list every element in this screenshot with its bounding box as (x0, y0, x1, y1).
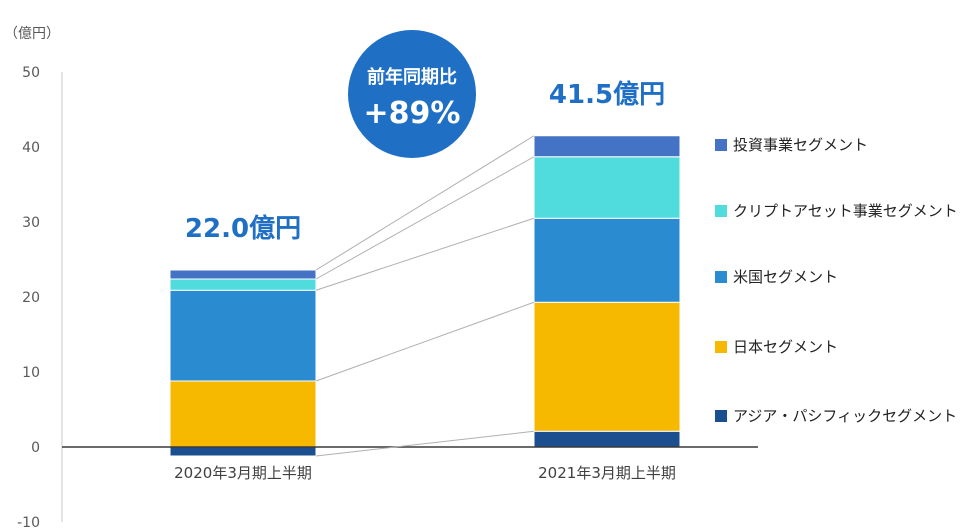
connector-line-2 (315, 301, 535, 382)
legend-label-5: アジア・パシフィックセグメント (733, 407, 957, 425)
yoy-badge-value: +89% (364, 96, 461, 131)
legend-swatch-5 (715, 410, 727, 422)
bar-segment-2-5 (533, 135, 681, 158)
connector-line-4 (315, 156, 535, 280)
bar-segment-1-2 (169, 380, 317, 448)
bar-total-label: 22.0億円 (185, 214, 301, 244)
y-tick-label: 20 (22, 290, 40, 306)
x-category-label: 2020年3月期上半期 (174, 464, 312, 482)
legend-label-3: 米国セグメント (733, 268, 838, 286)
legend-label-1: 投資事業セグメント (733, 136, 868, 154)
legend-swatch-2 (715, 205, 727, 217)
y-tick-label: 30 (22, 215, 40, 231)
connector-line-3 (315, 217, 535, 291)
y-tick-label: -10 (17, 515, 40, 531)
y-tick-label: 40 (22, 140, 40, 156)
bar-segment-2-4 (533, 156, 681, 219)
yoy-badge-circle (348, 30, 476, 158)
legend-swatch-3 (715, 271, 727, 283)
y-tick-label: 50 (22, 65, 40, 81)
y-axis-unit-label: （億円） (4, 26, 60, 42)
legend-label-2: クリプトアセット事業セグメント (733, 202, 958, 220)
legend-swatch-4 (715, 341, 727, 353)
x-category-label: 2021年3月期上半期 (538, 464, 676, 482)
yoy-badge-title: 前年同期比 (367, 66, 457, 88)
y-tick-label: 0 (31, 440, 40, 456)
connector-line-5 (315, 135, 535, 271)
y-tick-label: 10 (22, 365, 40, 381)
legend-label-4: 日本セグメント (733, 338, 838, 356)
bar-segment-2-3 (533, 217, 681, 303)
bar-segment-1-4 (169, 278, 317, 291)
legend-swatch-1 (715, 139, 727, 151)
connector-line-1 (315, 430, 535, 457)
bar-segment-1-1 (169, 446, 317, 457)
bar-segment-1-5 (169, 269, 317, 280)
bar-segment-2-1 (533, 430, 681, 448)
bar-total-label: 41.5億円 (549, 80, 665, 110)
bar-segment-2-2 (533, 301, 681, 432)
bar-segment-1-3 (169, 289, 317, 382)
